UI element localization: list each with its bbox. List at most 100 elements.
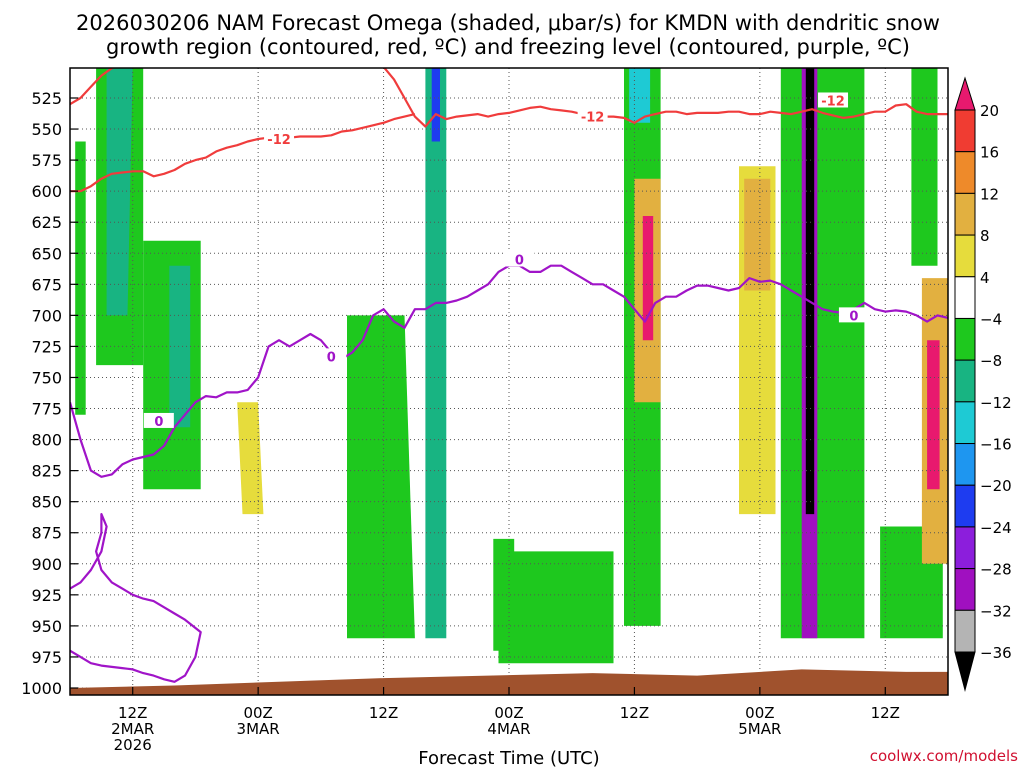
contour-line-1 xyxy=(70,113,416,193)
contour-label-bg-0-1 xyxy=(818,92,849,108)
colorbar-band-6 xyxy=(954,359,976,403)
y-tick-label-750: 750 xyxy=(31,368,62,387)
y-tick-label-875: 875 xyxy=(31,524,62,543)
colorbar-band-0 xyxy=(954,109,976,153)
colorbar-band-12 xyxy=(954,609,976,653)
y-axis: 525 550 575 600 625 650 675 700 725 750 775 800 825 8… xyxy=(21,89,78,698)
omega-region-4 xyxy=(169,265,191,428)
colorbar-band-7 xyxy=(954,401,976,445)
contour-label-2-3: 0 xyxy=(849,309,858,324)
contour-label-bg-2-2 xyxy=(504,251,535,267)
colorbar-top-triangle xyxy=(954,76,976,111)
contour-line-0 xyxy=(70,68,948,128)
x-tick-label-0-0: 12Z xyxy=(118,704,147,722)
omega-region-19 xyxy=(805,68,815,515)
y-tick-label-600: 600 xyxy=(31,182,62,201)
x-tick-label-6-0: 12Z xyxy=(871,704,900,722)
plot-area: -12 -12 -12 0 0 0 0 xyxy=(69,67,949,696)
omega-region-7 xyxy=(425,68,447,639)
omega-region-21 xyxy=(911,68,938,266)
colorbar-band-8 xyxy=(954,443,976,486)
x-tick-label-0-2: 2026 xyxy=(114,736,152,754)
x-tick-label-0-1: 2MAR xyxy=(111,720,154,738)
colorbar-band-9 xyxy=(954,484,976,528)
y-tick-label-725: 725 xyxy=(31,337,62,356)
x-tick-label-5-1: 5MAR xyxy=(738,720,781,738)
y-tick-label-900: 900 xyxy=(31,555,62,574)
colorbar-band-2 xyxy=(954,192,976,236)
colorbar-label-7: −12 xyxy=(980,394,1012,412)
y-tick-label-975: 975 xyxy=(31,648,62,667)
colorbar-band-1 xyxy=(954,151,976,194)
contour-label-0-1: -12 xyxy=(821,94,845,109)
y-tick-label-625: 625 xyxy=(31,213,62,232)
colorbar-label-5: −4 xyxy=(980,310,1002,328)
colorbar-label-3: 8 xyxy=(980,227,990,245)
y-tick-label-550: 550 xyxy=(31,120,62,139)
y-tick-label-575: 575 xyxy=(31,151,62,170)
omega-region-6 xyxy=(347,315,415,639)
colorbar-band-5 xyxy=(954,317,976,361)
y-tick-label-650: 650 xyxy=(31,244,62,263)
omega-region-23 xyxy=(927,340,940,490)
x-tick-label-5-0: 00Z xyxy=(745,704,774,722)
y-tick-label-925: 925 xyxy=(31,586,62,605)
y-tick-label-950: 950 xyxy=(31,617,62,636)
contour-layer: -12 -12 -12 0 0 0 0 xyxy=(70,68,948,683)
terrain-fill xyxy=(70,669,948,695)
contour-label-bg-2-1 xyxy=(316,348,347,364)
omega-region-8 xyxy=(431,68,440,142)
x-axis-label: Forecast Time (UTC) xyxy=(418,748,599,768)
contour-label-2-2: 0 xyxy=(515,253,524,268)
colorbar-label-11: −28 xyxy=(980,561,1012,579)
chart-title-line-1: 2026030206 NAM Forecast Omega (shaded, μ… xyxy=(76,11,940,35)
terrain-layer xyxy=(70,669,948,695)
contour-label-bg-1-0 xyxy=(264,130,295,146)
colorbar-label-9: −20 xyxy=(980,477,1012,495)
colorbar-label-4: 4 xyxy=(980,269,990,287)
y-tick-label-800: 800 xyxy=(31,431,62,450)
colorbar-label-1: 16 xyxy=(980,144,999,162)
omega-region-12 xyxy=(629,68,651,123)
y-tick-label-825: 825 xyxy=(31,462,62,481)
colorbar-label-2: 12 xyxy=(980,185,999,203)
x-tick-label-3-0: 00Z xyxy=(494,704,523,722)
colorbar-band-10 xyxy=(954,526,976,570)
omega-region-10 xyxy=(498,551,614,664)
y-tick-label-675: 675 xyxy=(31,275,62,294)
colorbar-band-11 xyxy=(954,568,976,611)
omega-region-0 xyxy=(75,141,86,415)
chart-title-line-2: growth region (contoured, red, ºC) and f… xyxy=(106,35,910,59)
y-tick-label-775: 775 xyxy=(31,400,62,419)
y-tick-label-525: 525 xyxy=(31,89,62,108)
contour-label-bg-2-0 xyxy=(143,412,174,428)
x-tick-label-4-0: 12Z xyxy=(620,704,649,722)
contour-label-bg-0-0 xyxy=(577,108,608,124)
omega-region-5 xyxy=(237,402,264,515)
credit-text: coolwx.com/models xyxy=(870,747,1018,765)
colorbar-label-0: 20 xyxy=(980,102,999,120)
colorbar: 20 16 12 8 4 −4 −8 −12 −16 −20 −24 −28 −32 −36 xyxy=(954,76,1012,692)
colorbar-band-4 xyxy=(954,276,976,319)
colorbar-label-10: −24 xyxy=(980,519,1012,537)
y-tick-label-1000: 1000 xyxy=(21,679,62,698)
omega-region-16 xyxy=(744,178,771,291)
x-tick-label-1-0: 00Z xyxy=(243,704,272,722)
y-tick-label-850: 850 xyxy=(31,493,62,512)
y-tick-label-700: 700 xyxy=(31,306,62,325)
colorbar-label-13: −36 xyxy=(980,644,1012,662)
x-tick-label-3-1: 4MAR xyxy=(487,720,530,738)
colorbar-bottom-triangle xyxy=(954,651,976,692)
contour-label-bg-2-3 xyxy=(838,307,869,323)
grid-layer xyxy=(70,68,948,695)
colorbar-label-6: −8 xyxy=(980,352,1002,370)
contour-label-0-0: -12 xyxy=(581,111,605,126)
x-tick-label-2-0: 12Z xyxy=(369,704,398,722)
contour-label-2-1: 0 xyxy=(327,350,336,365)
contour-label-1-0: -12 xyxy=(267,133,291,148)
colorbar-label-8: −16 xyxy=(980,436,1012,454)
colorbar-band-3 xyxy=(954,234,976,278)
contour-label-2-0: 0 xyxy=(154,415,163,430)
